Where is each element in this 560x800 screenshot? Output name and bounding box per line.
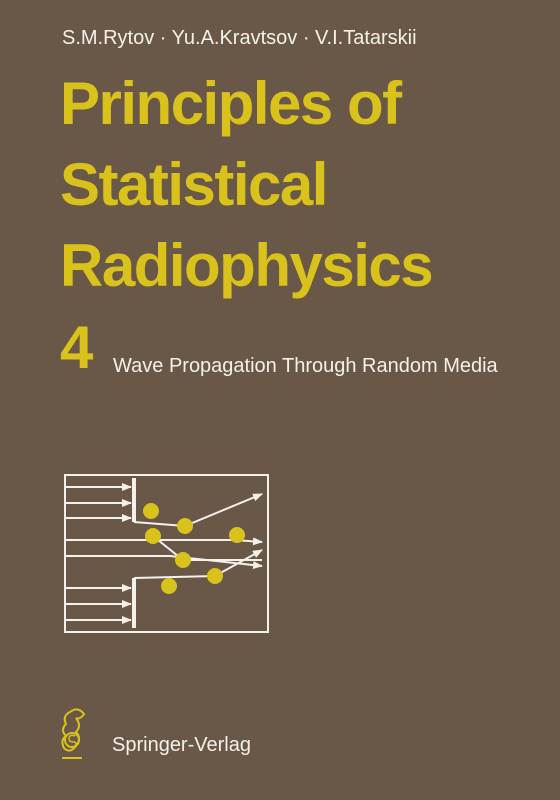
- title-line: Statistical: [60, 151, 327, 218]
- publisher-logo: [61, 708, 86, 759]
- scatterer: [143, 503, 159, 519]
- ray: [65, 555, 263, 570]
- subtitle: Wave Propagation Through Random Media: [113, 355, 499, 377]
- title-line: Principles of: [60, 70, 403, 137]
- scatterer: [161, 578, 177, 594]
- scatterer: [177, 518, 193, 534]
- diagram-frame: [64, 474, 269, 633]
- scatterer: [207, 568, 223, 584]
- scatterer: [175, 552, 191, 568]
- scatterer: [145, 528, 161, 544]
- cover-diagram: [64, 474, 269, 633]
- title-line: Radiophysics: [60, 232, 432, 299]
- volume-number: 4: [60, 314, 94, 381]
- publisher: Springer-Verlag: [112, 734, 251, 756]
- authors: S.M.Rytov · Yu.A.Kravtsov · V.I.Tatarski…: [62, 27, 417, 49]
- scatterer: [229, 527, 245, 543]
